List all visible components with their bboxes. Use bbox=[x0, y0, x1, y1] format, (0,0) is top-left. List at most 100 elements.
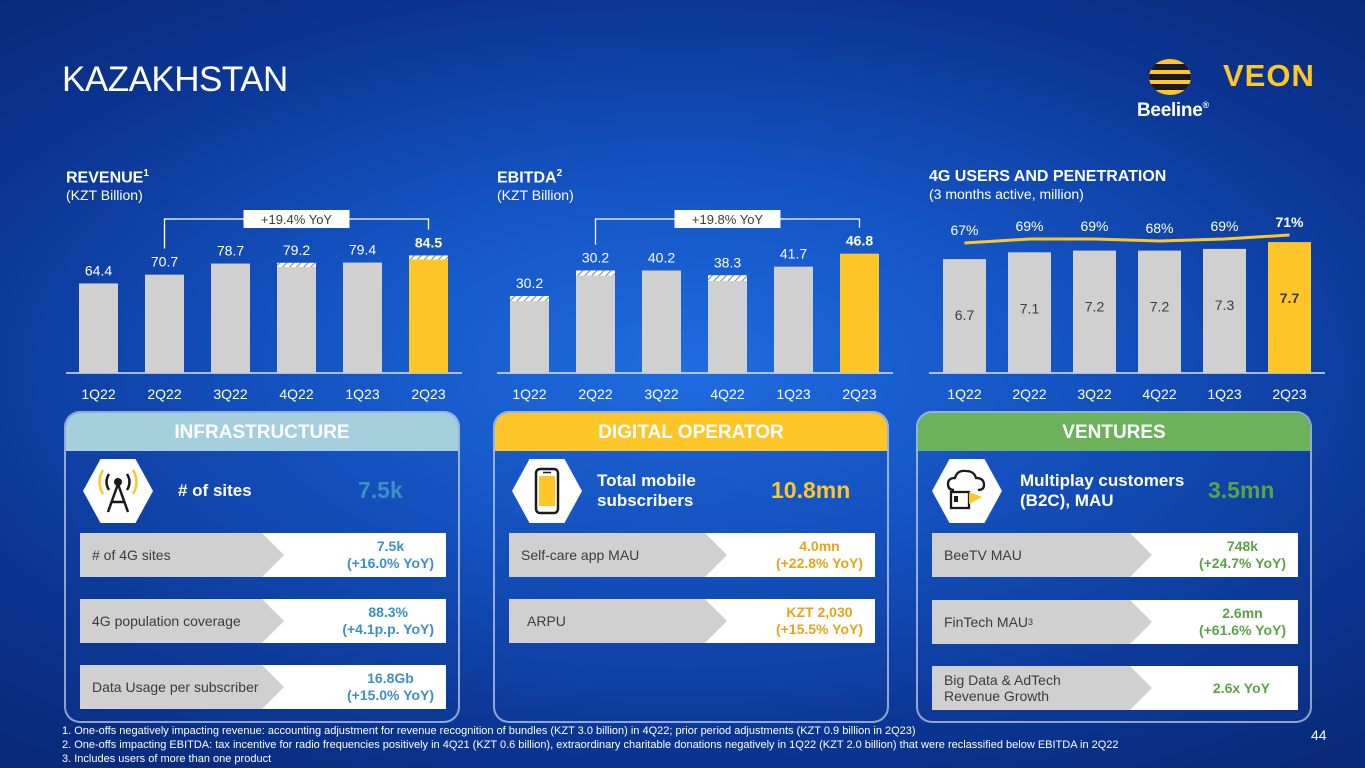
footnote: 1. One-offs negatively impacting revenue… bbox=[62, 725, 916, 737]
footnote: 2. One-offs impacting EBITDA: tax incent… bbox=[62, 739, 1119, 751]
x-tick-label: 1Q23 bbox=[345, 386, 379, 402]
metric-row: FinTech MAU 3 2.6mn (+61.6% YoY) bbox=[932, 600, 1298, 644]
metric-row: 4G population coverage 88.3% (+4.1p.p. Yo… bbox=[80, 599, 446, 643]
metric-row: Big Data & AdTech Revenue Growth 2.6x YoY bbox=[932, 666, 1298, 710]
bar bbox=[708, 275, 747, 373]
metric-label: ARPU bbox=[509, 599, 727, 643]
bar-hatch-segment bbox=[277, 262, 316, 268]
infrastructure-panel: INFRASTRUCTURE # of sites 7.5k # of 4G s… bbox=[64, 411, 460, 723]
footnote: 3. Includes users of more than one produ… bbox=[62, 753, 272, 765]
bar-value-label: 7.3 bbox=[1215, 297, 1235, 313]
infrastructure-header: INFRASTRUCTURE bbox=[66, 413, 458, 451]
beeline-wordmark: Beeline® bbox=[1137, 100, 1209, 121]
bar-value-label: 46.8 bbox=[846, 233, 873, 249]
bar-value-label: 78.7 bbox=[217, 243, 244, 259]
penetration-label: 71% bbox=[1275, 214, 1304, 230]
bar bbox=[145, 274, 184, 373]
x-tick-label: 2Q23 bbox=[411, 386, 445, 402]
bar-value-label: 6.7 bbox=[955, 307, 975, 323]
bar bbox=[211, 263, 250, 373]
bar bbox=[343, 262, 382, 373]
bar-hatch-segment bbox=[510, 295, 549, 302]
x-tick-label: 1Q23 bbox=[776, 386, 810, 402]
bar-value-label: 38.3 bbox=[714, 254, 741, 270]
x-tick-label: 1Q23 bbox=[1207, 386, 1241, 402]
metric-row: Self-care app MAU 4.0mn (+22.8% YoY) bbox=[509, 533, 875, 577]
penetration-label: 67% bbox=[950, 222, 978, 238]
penetration-label: 69% bbox=[1080, 218, 1108, 234]
bar bbox=[943, 259, 986, 373]
metric-value: 7.5k (+16.0% YoY) bbox=[346, 538, 434, 571]
yoy-label: +19.8% YoY bbox=[692, 212, 764, 227]
ventures-panel: VENTURES Multiplay customers (B2C), MAU 3… bbox=[916, 411, 1312, 723]
yoy-label: +19.4% YoY bbox=[261, 212, 333, 227]
x-tick-label: 4Q22 bbox=[1142, 386, 1176, 402]
metric-label: BeeTV MAU bbox=[932, 533, 1152, 577]
footnotes: 1. One-offs negatively impacting revenue… bbox=[62, 724, 1119, 766]
metric-row: Data Usage per subscriber 16.8Gb (+15.0% … bbox=[80, 665, 446, 709]
ebitda-chart: 30.2 1Q22 30.2 2Q22 40.2 3Q22 38.3 4Q22 41.7 1Q23… bbox=[497, 210, 893, 402]
sites-kpi-label: # of sites bbox=[178, 481, 252, 500]
users-chart: 6.7 1Q22 7.1 2Q22 7.2 3Q22 7.2 4Q22 7.3 1Q23 7.7 2Q… bbox=[929, 214, 1325, 402]
metric-value: 16.8Gb (+15.0% YoY) bbox=[346, 670, 434, 703]
x-tick-label: 2Q22 bbox=[1012, 386, 1046, 402]
digital-operator-panel: DIGITAL OPERATOR Total mobile subscribers… bbox=[493, 411, 889, 723]
digital-operator-header: DIGITAL OPERATOR bbox=[495, 413, 887, 451]
subscribers-kpi-value: 10.8mn bbox=[771, 477, 851, 503]
metric-label: Big Data & AdTech Revenue Growth bbox=[932, 666, 1152, 710]
bar-value-label: 64.4 bbox=[85, 262, 112, 278]
metric-value: 2.6mn (+61.6% YoY) bbox=[1198, 605, 1286, 638]
bar-hatch-segment bbox=[409, 255, 448, 260]
x-tick-label: 3Q22 bbox=[1077, 386, 1111, 402]
bar bbox=[1203, 248, 1246, 373]
penetration-label: 69% bbox=[1210, 218, 1238, 234]
bar bbox=[774, 266, 813, 373]
bar-value-label: 7.1 bbox=[1020, 300, 1040, 316]
metric-label: Data Usage per subscriber bbox=[80, 665, 284, 709]
metric-value: KZT 2,030 (+15.5% YoY) bbox=[775, 604, 863, 637]
x-tick-label: 2Q22 bbox=[578, 386, 612, 402]
bar-hatch-segment bbox=[576, 270, 615, 276]
users-chart-heading: 4G USERS AND PENETRATION (3 months activ… bbox=[929, 168, 1167, 202]
bar bbox=[840, 253, 879, 373]
sites-kpi-value: 7.5k bbox=[358, 477, 403, 503]
bar-value-label: 30.2 bbox=[516, 275, 543, 291]
bar-value-label: 41.7 bbox=[780, 246, 807, 262]
metric-label: 4G population coverage bbox=[80, 599, 284, 643]
x-tick-label: 3Q22 bbox=[644, 386, 678, 402]
metric-value: 4.0mn (+22.8% YoY) bbox=[775, 538, 863, 571]
x-tick-label: 1Q22 bbox=[947, 386, 981, 402]
bar-value-label: 7.7 bbox=[1280, 290, 1300, 306]
metric-label: Self-care app MAU bbox=[509, 533, 727, 577]
smartphone-icon bbox=[512, 459, 582, 523]
bar-value-label: 40.2 bbox=[648, 249, 675, 265]
revenue-chart-heading: REVENUE1 (KZT Billion) bbox=[66, 168, 149, 204]
metric-value: 88.3% (+4.1p.p. YoY) bbox=[342, 604, 434, 637]
x-tick-label: 4Q22 bbox=[279, 386, 313, 402]
bar bbox=[79, 283, 118, 373]
metric-row: # of 4G sites 7.5k (+16.0% YoY) bbox=[80, 533, 446, 577]
x-tick-label: 3Q22 bbox=[213, 386, 247, 402]
bar-hatch-segment bbox=[708, 275, 747, 281]
subscribers-kpi-label: Total mobile subscribers bbox=[597, 471, 696, 510]
bar bbox=[1268, 242, 1311, 373]
ebitda-chart-heading: EBITDA2 (KZT Billion) bbox=[497, 168, 574, 204]
penetration-label: 68% bbox=[1145, 220, 1173, 236]
bar-value-label: 30.2 bbox=[582, 249, 609, 265]
metric-value: 2.6x YoY bbox=[1212, 679, 1270, 696]
bar bbox=[1073, 250, 1116, 373]
bar bbox=[576, 270, 615, 373]
metric-label: FinTech MAU 3 bbox=[932, 600, 1152, 644]
penetration-label: 69% bbox=[1015, 218, 1043, 234]
page-number: 44 bbox=[1311, 727, 1327, 743]
bar-value-label: 70.7 bbox=[151, 254, 178, 270]
bar bbox=[1138, 250, 1181, 373]
metric-label: # of 4G sites bbox=[80, 533, 284, 577]
x-tick-label: 1Q22 bbox=[81, 386, 115, 402]
multiplay-kpi-label: Multiplay customers (B2C), MAU bbox=[1020, 471, 1185, 510]
ventures-header: VENTURES bbox=[918, 413, 1310, 451]
x-tick-label: 4Q22 bbox=[710, 386, 744, 402]
page-title: KAZAKHSTAN bbox=[62, 60, 288, 99]
metric-row: BeeTV MAU 748k (+24.7% YoY) bbox=[932, 533, 1298, 577]
beeline-logo-icon bbox=[1149, 59, 1191, 95]
